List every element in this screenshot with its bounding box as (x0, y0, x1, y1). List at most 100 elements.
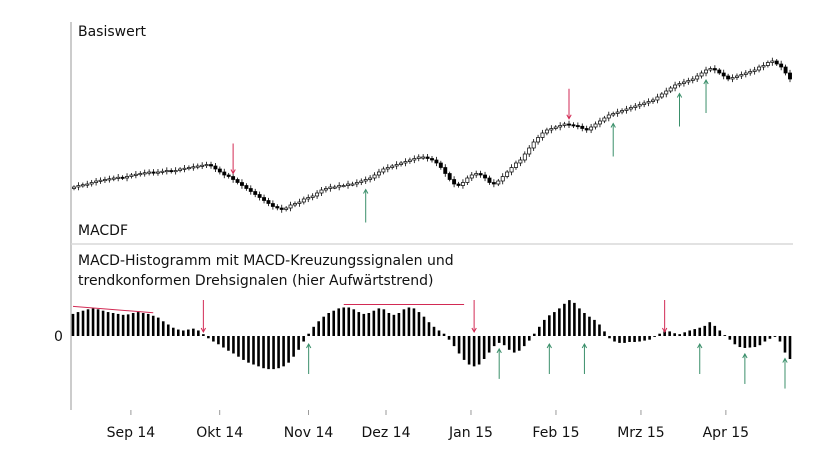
histogram-bar (71, 313, 75, 336)
histogram-bar (743, 336, 747, 348)
histogram-bar (131, 313, 135, 336)
candle-body (531, 141, 536, 149)
candle-body (244, 185, 249, 189)
candle-body (752, 69, 757, 72)
candle-body (757, 66, 762, 71)
candle-body (120, 176, 125, 179)
histogram-bar (212, 336, 215, 342)
histogram-bar (282, 336, 285, 367)
histogram-bar (387, 313, 391, 336)
candle-body (204, 164, 209, 167)
histogram-bar (688, 330, 692, 336)
x-tick-label: Sep 14 (107, 425, 156, 441)
candle-body (182, 167, 187, 170)
x-tick-label: Mrz 15 (617, 425, 664, 441)
histogram-bar (653, 336, 656, 337)
histogram-bar (608, 336, 611, 339)
histogram-bar (648, 336, 651, 340)
candle-body (673, 84, 678, 89)
candle-body (443, 167, 448, 174)
candle-body (368, 177, 373, 180)
candle-body (231, 176, 236, 180)
x-tick-label: Feb 15 (532, 425, 579, 441)
histogram-bar (187, 329, 190, 336)
histogram-bar (538, 326, 541, 336)
histogram-bar (307, 333, 310, 336)
histogram-bar (683, 332, 687, 336)
histogram-bars (71, 300, 792, 370)
histogram-bar (718, 330, 722, 336)
candle-body (142, 172, 147, 175)
sell-signal-arrow-head (566, 114, 572, 120)
histogram-bar (126, 314, 130, 336)
candle-body (372, 174, 377, 179)
candle-body (363, 179, 368, 182)
candle-body (288, 204, 293, 209)
candle-body (195, 165, 200, 168)
histogram-bar (407, 307, 411, 336)
candle-body (721, 72, 726, 77)
candle-body (765, 62, 770, 66)
histogram-bar (618, 336, 621, 343)
candle-body (407, 159, 412, 162)
candles-group (72, 57, 792, 213)
histogram-bar (141, 313, 145, 336)
candle-body (89, 182, 94, 185)
histogram-bar (116, 313, 120, 336)
candle-body (293, 203, 297, 206)
histogram-bar (788, 336, 792, 359)
histogram-bar (91, 308, 95, 336)
candle-body (681, 81, 686, 84)
histogram-bar (232, 336, 235, 354)
histogram-bar (603, 331, 606, 336)
histogram-bar (512, 336, 516, 353)
histogram-bar (352, 309, 356, 336)
price-panel: Basiswert MACDF (72, 0, 792, 239)
candle-body (80, 184, 85, 187)
candle-body (186, 167, 191, 170)
histogram-bar (462, 336, 466, 360)
histogram-bar (628, 336, 631, 342)
candle-body (527, 147, 532, 155)
candle-body (465, 177, 470, 183)
candle-body (704, 69, 708, 74)
histogram-bar (467, 336, 471, 365)
candle-body (774, 60, 779, 65)
histogram-bar (568, 300, 571, 336)
histogram-bar (222, 336, 225, 348)
candle-body (390, 165, 395, 168)
buy-signal-arrow-head (363, 188, 369, 194)
histogram-bar (558, 308, 561, 336)
candle-body (726, 75, 731, 80)
histogram-bar (497, 336, 501, 343)
histogram-bar (277, 336, 280, 369)
histogram-bar (136, 312, 140, 336)
macdf-label: MACDF (78, 223, 128, 239)
histogram-bar (146, 313, 150, 336)
candle-body (257, 194, 262, 198)
histogram-bar (598, 324, 601, 336)
histogram-bar (543, 319, 546, 336)
candle-body (156, 171, 160, 174)
candle-body (173, 170, 178, 173)
candle-body (319, 189, 324, 194)
candle-body (125, 176, 129, 179)
buy-signal-arrow-head (676, 92, 683, 98)
candle-body (412, 158, 417, 161)
candle-body (111, 177, 116, 180)
candle-body (160, 170, 165, 173)
candle-body (394, 164, 399, 167)
candle-body (788, 72, 792, 80)
candle-body (637, 104, 642, 107)
candle-body (567, 123, 571, 126)
histogram-bar (768, 336, 772, 339)
candle-body (544, 129, 549, 134)
candle-body (240, 182, 244, 186)
histogram-bar (397, 313, 401, 336)
candle-body (266, 200, 271, 204)
candle-body (664, 90, 669, 95)
histogram-bar (753, 336, 757, 348)
hist-buy-signal-arrow-head (546, 342, 552, 349)
candle-body (620, 110, 624, 113)
candle-body (381, 168, 386, 173)
